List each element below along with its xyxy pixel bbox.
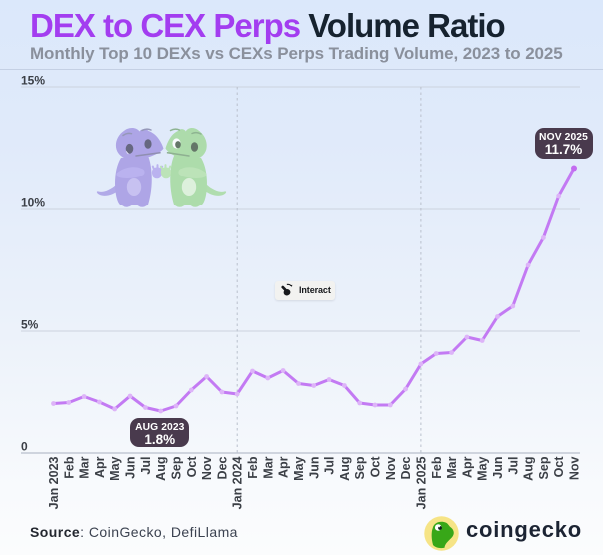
- svg-text:May: May: [292, 456, 306, 480]
- svg-text:Feb: Feb: [62, 456, 76, 479]
- svg-text:15%: 15%: [21, 74, 45, 88]
- svg-text:Nov: Nov: [200, 456, 214, 480]
- svg-text:10%: 10%: [21, 196, 45, 210]
- svg-text:Mar: Mar: [261, 456, 275, 478]
- svg-text:Dec: Dec: [399, 456, 413, 479]
- svg-text:Jun: Jun: [491, 457, 505, 479]
- svg-text:Jul: Jul: [506, 457, 520, 475]
- svg-text:Mar: Mar: [78, 456, 92, 478]
- svg-text:Jan 2024: Jan 2024: [231, 456, 245, 509]
- svg-text:Jun: Jun: [307, 457, 321, 479]
- svg-text:Apr: Apr: [93, 456, 107, 478]
- svg-text:Oct: Oct: [185, 456, 199, 478]
- svg-text:Feb: Feb: [246, 456, 260, 479]
- svg-text:Oct: Oct: [369, 456, 383, 478]
- svg-text:May: May: [476, 456, 490, 480]
- svg-text:Jul: Jul: [323, 457, 337, 475]
- svg-text:Jan 2023: Jan 2023: [47, 456, 61, 509]
- svg-text:Jul: Jul: [139, 457, 153, 475]
- svg-text:5%: 5%: [21, 318, 39, 332]
- svg-text:Aug: Aug: [338, 457, 352, 481]
- svg-text:Apr: Apr: [277, 456, 291, 478]
- svg-text:Oct: Oct: [552, 456, 566, 478]
- svg-text:Feb: Feb: [430, 456, 444, 479]
- svg-text:Nov: Nov: [384, 456, 398, 480]
- svg-text:Apr: Apr: [460, 456, 474, 478]
- svg-text:Aug: Aug: [522, 457, 536, 481]
- svg-text:Jun: Jun: [124, 457, 138, 479]
- svg-text:Aug: Aug: [154, 457, 168, 481]
- svg-text:Jan 2025: Jan 2025: [414, 456, 428, 509]
- svg-text:Sep: Sep: [170, 456, 184, 479]
- svg-text:Mar: Mar: [445, 456, 459, 478]
- svg-text:Sep: Sep: [353, 456, 367, 479]
- svg-text:May: May: [108, 456, 122, 480]
- svg-text:0: 0: [21, 440, 28, 454]
- svg-text:Sep: Sep: [537, 456, 551, 479]
- svg-text:Dec: Dec: [215, 456, 229, 479]
- svg-text:Nov: Nov: [568, 456, 582, 480]
